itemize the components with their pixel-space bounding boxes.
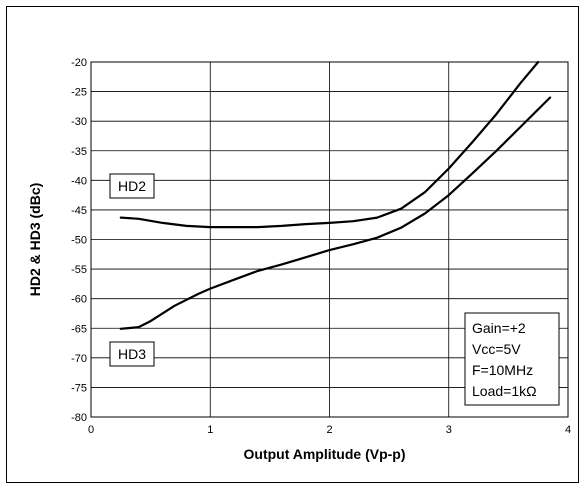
condition-load: Load=1kΩ <box>472 383 537 399</box>
y-tick-label: -35 <box>71 146 87 158</box>
hd3-label: HD3 <box>118 346 146 362</box>
series-line-hd2 <box>119 60 540 229</box>
y-tick-label: -45 <box>71 205 87 217</box>
x-tick-label: 2 <box>326 424 332 436</box>
condition-vcc: Vcc=5V <box>472 341 521 357</box>
y-tick-label: -60 <box>71 294 87 306</box>
x-axis-ticks: 0 1 2 3 4 <box>88 424 571 436</box>
y-tick-label: -80 <box>71 412 87 424</box>
condition-gain: Gain=+2 <box>472 320 526 336</box>
y-tick-label: -65 <box>71 323 87 335</box>
hd2-label: HD2 <box>118 178 146 194</box>
y-tick-label: -75 <box>71 382 87 394</box>
x-tick-label: 3 <box>446 424 452 436</box>
x-tick-label: 4 <box>565 424 571 436</box>
hd3-label-box: HD3 <box>109 341 155 367</box>
x-tick-label: 0 <box>88 424 94 436</box>
y-tick-label: -55 <box>71 264 87 276</box>
series-lines <box>119 60 552 330</box>
y-tick-label: -50 <box>71 235 87 247</box>
y-tick-label: -25 <box>71 87 87 99</box>
y-tick-label: -70 <box>71 353 87 365</box>
y-tick-label: -20 <box>71 57 87 69</box>
conditions-box: Gain=+2 Vcc=5V F=10MHz Load=1kΩ <box>464 312 560 406</box>
hd2-label-box: HD2 <box>109 173 155 199</box>
plot-area <box>90 61 569 418</box>
y-tick-label: -30 <box>71 116 87 128</box>
x-tick-label: 1 <box>207 424 213 436</box>
x-axis-title: Output Amplitude (Vp-p) <box>244 446 406 462</box>
series-line-hd3 <box>119 96 552 330</box>
condition-frequency: F=10MHz <box>472 362 533 378</box>
y-axis-ticks: -20 -25 -30 -35 -40 -45 -50 -55 -60 -65 -70 -75 -80 <box>71 57 87 424</box>
y-axis-title: HD2 & HD3 (dBc) <box>27 183 43 297</box>
y-tick-label: -40 <box>71 175 87 187</box>
